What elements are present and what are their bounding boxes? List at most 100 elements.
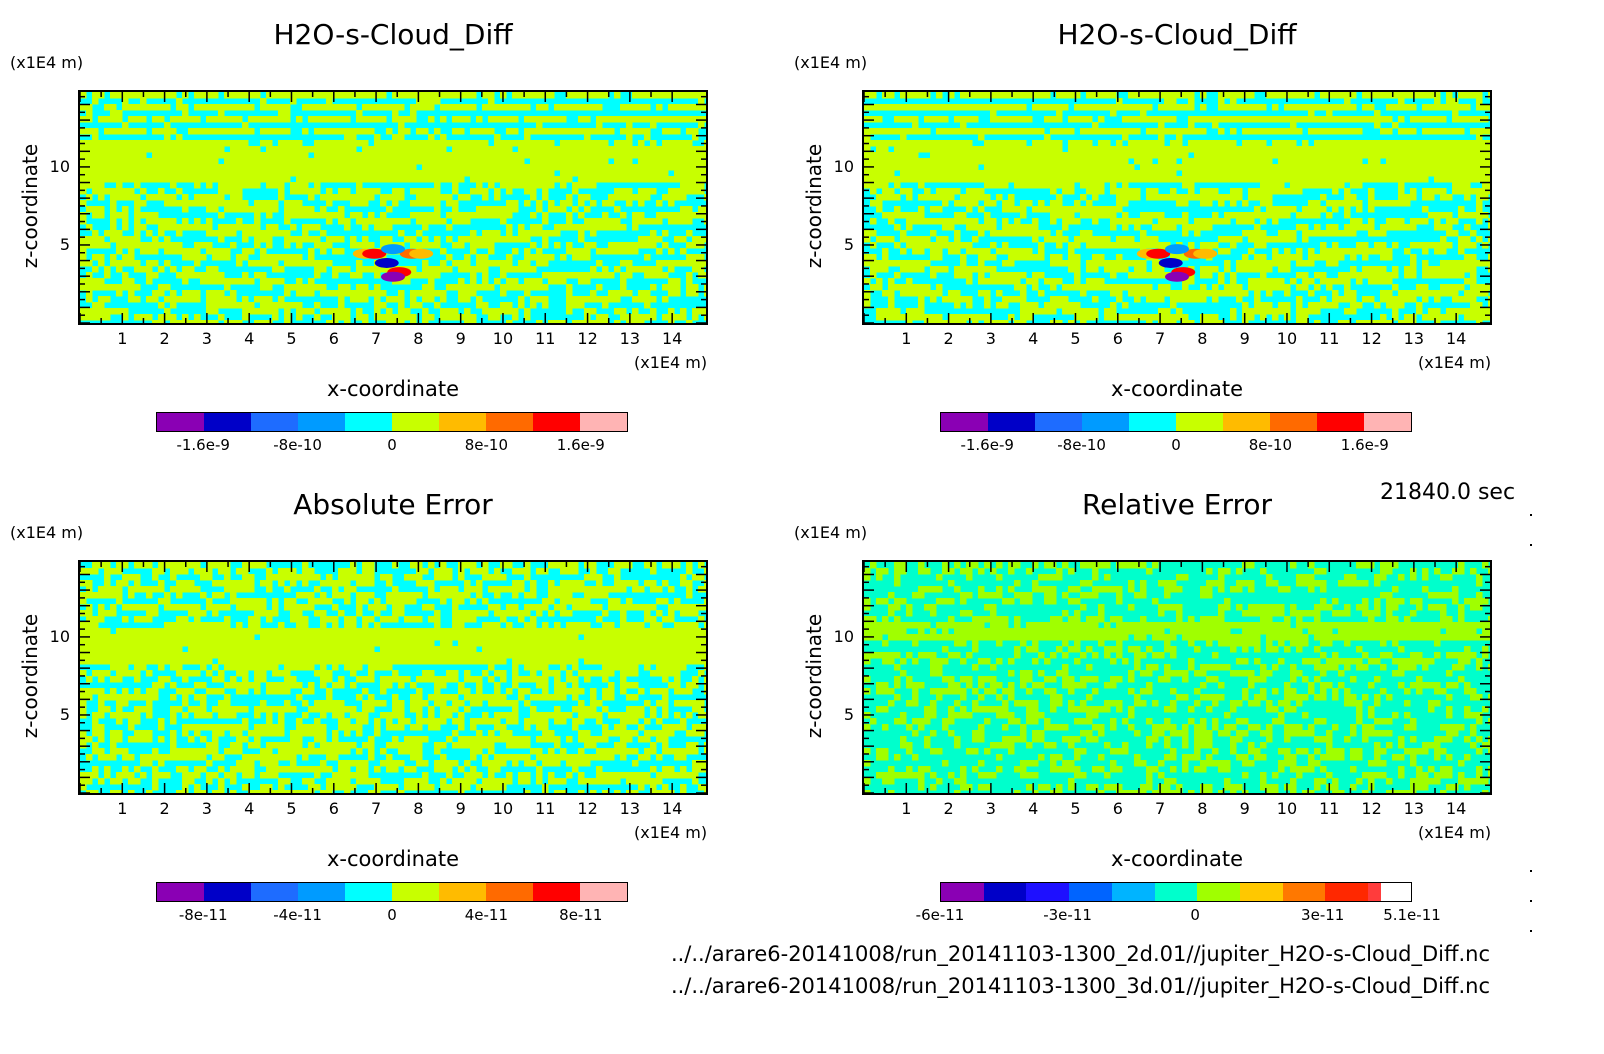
x-tick-label: 14 [1445,799,1467,818]
x-tick-label: 12 [577,329,598,348]
x-tick-label: 13 [619,329,641,348]
heatmap-plot [862,90,1492,325]
colorbar-swatch [157,883,204,901]
x-axis-label: x-coordinate [326,847,459,871]
x-unit-label: (x1E4 m) [1418,353,1492,372]
colorbar [940,412,1412,432]
decor-dot [1530,930,1532,932]
colorbar-swatch [298,413,345,431]
colorbar-swatch [941,883,984,901]
x-tick-label: 1 [901,799,912,818]
colorbar-swatch [439,413,486,431]
chart-title: Absolute Error [293,488,493,521]
colorbar-swatch [1176,413,1223,431]
colorbar-tick-label: -6e-11 [915,906,965,924]
colorbar-tick-label: -8e-10 [1057,436,1106,454]
colorbar-swatch [1240,883,1283,901]
colorbar-swatch [580,413,627,431]
x-tick-label: 4 [1028,329,1039,348]
colorbar-swatch [1154,883,1198,901]
x-tick-label: 2 [943,799,954,818]
colorbar-tick-label: -1.6e-9 [960,436,1014,454]
x-tick-label: 4 [244,329,255,348]
colorbar-swatch [486,413,533,431]
y-axis-label: z-coordinate [18,143,42,269]
x-tick-label: 10 [492,329,514,348]
heatmap-field [80,562,706,793]
heatmap-field [864,562,1490,793]
chart-title: H2O-s-Cloud_Diff [1057,18,1297,51]
colorbar [156,412,628,432]
colorbar [156,882,628,902]
y-unit-label: (x1E4 m) [794,53,868,72]
decor-dot [1530,900,1532,902]
x-tick-label: 9 [455,799,466,818]
colorbar-swatch [1325,883,1369,901]
colorbar-swatch [345,883,392,901]
decor-dot [1530,514,1532,516]
x-tick-label: 6 [1112,329,1123,348]
file-path-3d: ../../arare6-20141008/run_20141103-1300_… [670,974,1490,998]
x-tick-label: 2 [943,329,954,348]
y-tick-label: 10 [833,626,854,646]
y-tick-label: 10 [49,156,70,176]
y-tick-label: 5 [59,234,70,254]
chart-panel: H2O-s-Cloud_Diff (x1E4 m) z-coordinate 1 2 3 4… [0,0,784,470]
x-tick-label: 11 [1319,799,1340,818]
colorbar-tick-label: 0 [387,906,397,924]
colorbar-swatch [1129,413,1176,431]
colorbar-swatch [1282,883,1326,901]
x-tick-label: 4 [1028,799,1039,818]
y-axis-label: z-coordinate [18,613,42,739]
colorbar-swatch [392,883,439,901]
y-unit-label: (x1E4 m) [10,523,84,542]
heatmap-plot [78,90,708,325]
colorbar-swatch [1223,413,1270,431]
x-tick-label: 8 [413,799,424,818]
colorbar-swatch [1111,883,1155,901]
colorbar-swatch [439,883,486,901]
colorbar-tick-label: -8e-10 [273,436,322,454]
colorbar-tick-label: 0 [1190,906,1200,924]
colorbar-tick-label: 0 [387,436,397,454]
decor-dot [1530,870,1532,872]
colorbar [940,882,1412,902]
x-tick-label: 5 [1070,799,1081,818]
colorbar-swatch [251,413,298,431]
colorbar-swatch [1035,413,1082,431]
colorbar-swatch [533,413,580,431]
decor-dot [1530,544,1532,546]
colorbar-tick-label: 0 [1171,436,1181,454]
x-tick-label: 12 [577,799,598,818]
colorbar-swatch [345,413,392,431]
x-unit-label: (x1E4 m) [634,353,708,372]
x-tick-label: 7 [1154,329,1166,348]
x-tick-label: 3 [985,329,996,348]
x-tick-label: 10 [1276,799,1298,818]
colorbar-tick-label: -3e-11 [1043,906,1092,924]
x-tick-label: 7 [370,329,382,348]
x-tick-label: 14 [661,329,683,348]
colorbar-swatch [1270,413,1317,431]
colorbar-tick-label: 8e-10 [1248,436,1293,454]
heatmap-field [864,92,1490,323]
chart-panel: Absolute Error (x1E4 m) z-coordinate 1 2 3 4 5 6… [0,470,784,940]
x-tick-label: 3 [985,799,996,818]
colorbar-swatch [533,883,580,901]
x-tick-label: 13 [619,799,641,818]
x-tick-label: 5 [286,329,297,348]
heatmap-plot [78,560,708,795]
colorbar-tick-label: 3e-11 [1301,906,1345,924]
chart-title: Relative Error [1081,488,1273,521]
file-path-2d: ../../arare6-20141008/run_20141103-1300_… [670,942,1490,966]
colorbar-tick-label: 5.1e-11 [1383,906,1441,924]
y-tick-label: 5 [843,704,854,724]
x-tick-label: 2 [159,329,170,348]
colorbar-tick-label: 1.6e-9 [556,436,605,454]
colorbar-swatch [204,413,251,431]
x-tick-label: 5 [286,799,297,818]
x-tick-label: 13 [1403,799,1425,818]
colorbar-tick-label: 1.6e-9 [1340,436,1389,454]
colorbar-swatch [941,413,988,431]
x-tick-label: 6 [1112,799,1123,818]
